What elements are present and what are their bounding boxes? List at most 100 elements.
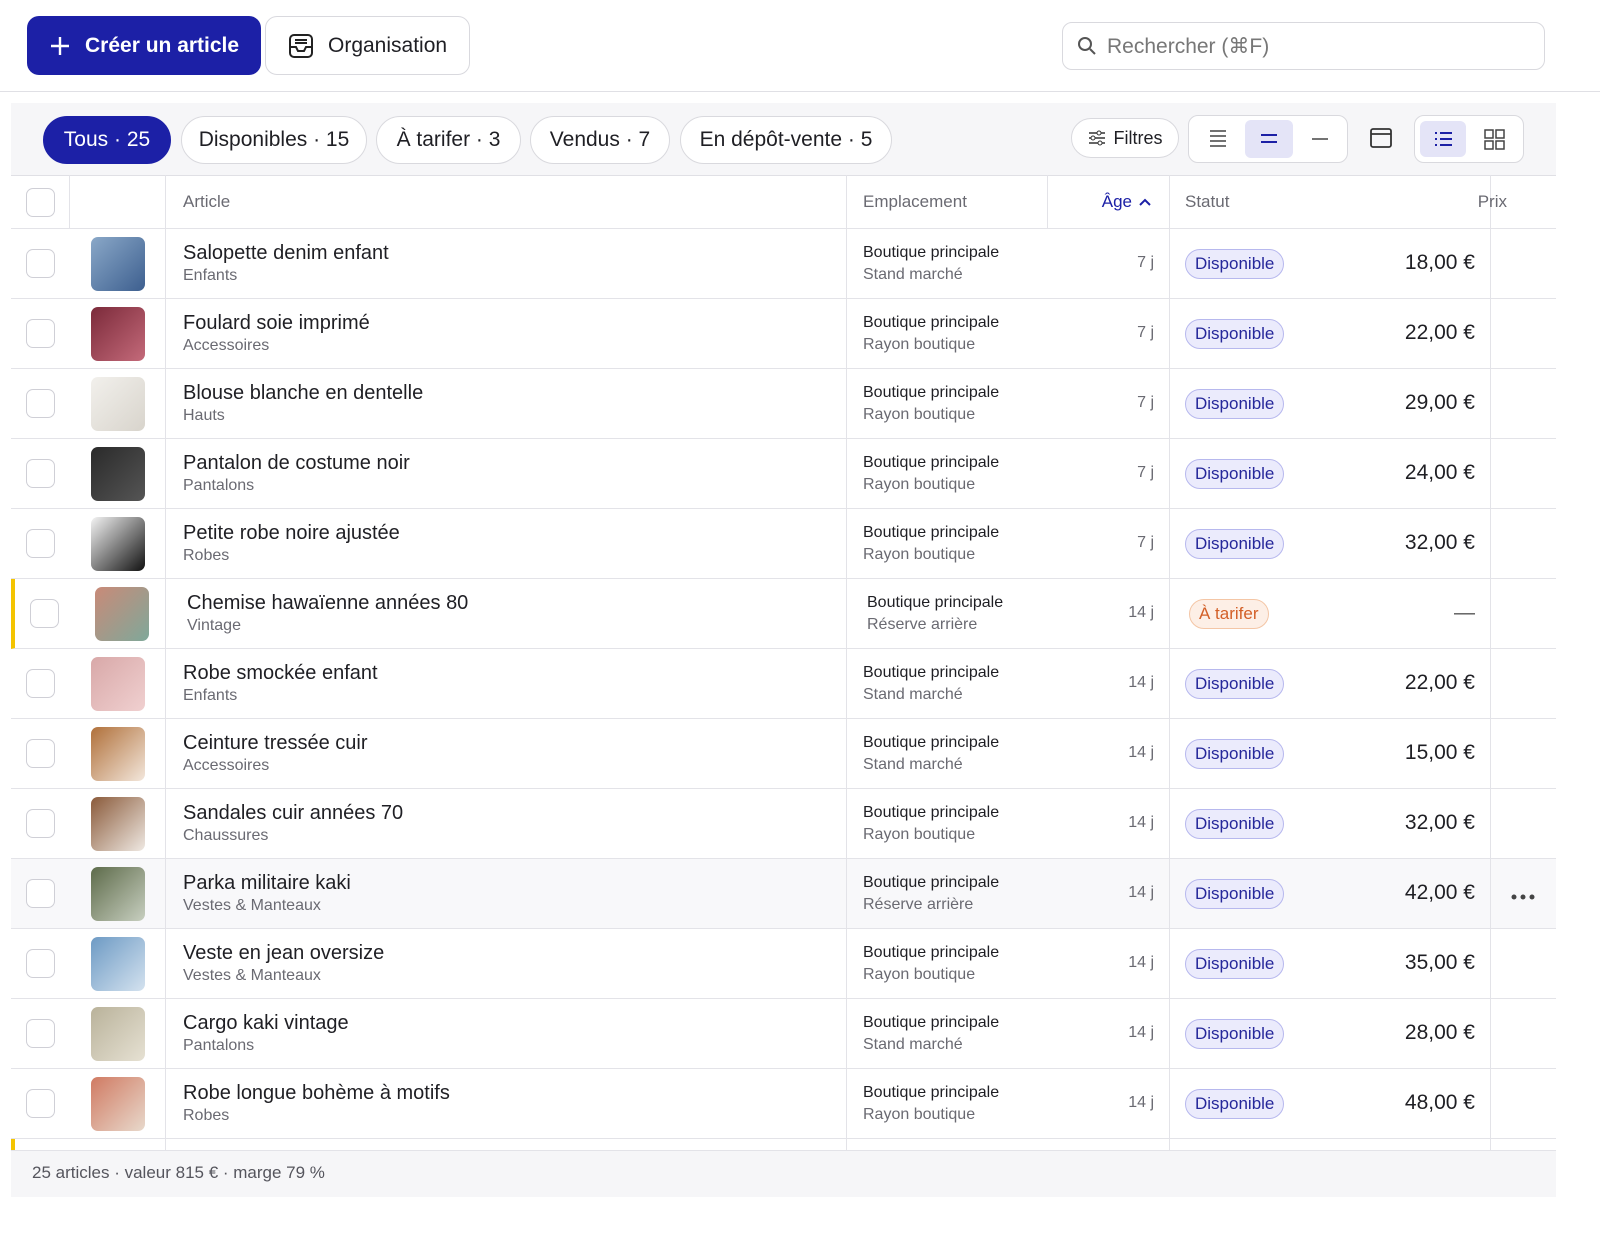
select-all-checkbox[interactable] xyxy=(26,188,55,217)
row-checkbox[interactable] xyxy=(26,1019,55,1048)
table-row[interactable]: Ceinture tressée cuir Accessoires Boutique… xyxy=(11,719,1556,789)
table-row[interactable]: Chemise hawaïenne années 80 Vintage Boutiq… xyxy=(11,579,1556,649)
table-row[interactable]: Robe smockée enfant Enfants Boutique princ… xyxy=(11,649,1556,719)
price: — xyxy=(1454,601,1475,624)
age: 7 j xyxy=(1137,324,1154,341)
item-category: Enfants xyxy=(183,687,238,704)
column-separator xyxy=(69,175,70,229)
item-category: Vestes & Manteaux xyxy=(183,967,321,984)
price: 28,00 € xyxy=(1404,1021,1475,1044)
thumbnail xyxy=(91,1007,145,1061)
table-row[interactable]: Foulard soie imprimé Accessoires Boutique … xyxy=(11,299,1556,369)
age: 14 j xyxy=(1128,954,1154,971)
search-placeholder: Rechercher (⌘F) xyxy=(1107,34,1270,58)
row-checkbox[interactable] xyxy=(26,879,55,908)
table-row[interactable]: Salopette denim enfant Enfants Boutique pr… xyxy=(11,229,1556,299)
row-checkbox[interactable] xyxy=(26,389,55,418)
sub-location: Rayon boutique xyxy=(863,966,976,983)
thumbnail xyxy=(91,797,145,851)
filter-tab[interactable]: À tarifer · 3 xyxy=(376,116,521,164)
table-row[interactable]: Pantalon de costume noir Pantalons Boutiqu… xyxy=(11,439,1556,509)
age: 14 j xyxy=(1128,1094,1154,1111)
sub-location: Rayon boutique xyxy=(863,406,976,423)
row-checkbox[interactable] xyxy=(26,319,55,348)
filter-tab[interactable]: Vendus · 7 xyxy=(530,116,670,164)
plus-icon xyxy=(51,36,69,55)
status-badge: Disponible xyxy=(1185,249,1285,279)
price: 29,00 € xyxy=(1404,391,1475,414)
thumbnail xyxy=(91,867,145,921)
density-icons xyxy=(1210,120,1328,158)
status-badge: Disponible xyxy=(1185,879,1285,909)
footer-summary: 25 articles · valeur 815 € · marge 79 % xyxy=(32,1163,325,1182)
panel-icon[interactable] xyxy=(1370,128,1392,148)
row-checkbox[interactable] xyxy=(26,459,55,488)
organize-button[interactable]: Organisation xyxy=(265,16,471,75)
filter-tab[interactable]: Tous · 25 xyxy=(43,116,171,164)
location: Boutique principale xyxy=(863,1014,1000,1031)
table-row[interactable]: Sandales cuir années 70 Chaussures Boutiqu… xyxy=(11,789,1556,859)
thumbnail xyxy=(95,587,149,641)
age: 14 j xyxy=(1128,884,1154,901)
row-checkbox[interactable] xyxy=(30,599,59,628)
table-row[interactable]: Cargo kaki vintage Pantalons Boutique prin… xyxy=(11,999,1556,1069)
row-checkbox[interactable] xyxy=(26,249,55,278)
row-checkbox[interactable] xyxy=(26,529,55,558)
column-header[interactable]: Âge xyxy=(1101,192,1132,211)
filter-tab[interactable]: En dépôt-vente · 5 xyxy=(680,116,892,164)
location: Boutique principale xyxy=(867,594,1004,611)
filters-label: Filtres xyxy=(1113,127,1163,148)
row-checkbox[interactable] xyxy=(26,1089,55,1118)
row-checkbox[interactable] xyxy=(26,809,55,838)
more-actions[interactable] xyxy=(1511,889,1535,900)
item-category: Robes xyxy=(183,1107,230,1124)
sub-location: Réserve arrière xyxy=(863,896,974,913)
thumbnail xyxy=(91,1077,145,1131)
location: Boutique principale xyxy=(863,314,1000,331)
price: 15,00 € xyxy=(1404,741,1475,764)
item-name: Robe smockée enfant xyxy=(183,662,378,684)
column-separator xyxy=(1047,175,1048,229)
price: 48,00 € xyxy=(1404,1091,1475,1114)
sub-location: Stand marché xyxy=(863,1036,963,1053)
age: 7 j xyxy=(1137,464,1154,481)
price: 32,00 € xyxy=(1404,531,1475,554)
item-category: Vintage xyxy=(187,617,241,634)
table-row[interactable]: Blouse blanche en dentelle Hauts Boutique … xyxy=(11,369,1556,439)
status-badge: Disponible xyxy=(1185,459,1285,489)
status-badge: Disponible xyxy=(1185,1019,1285,1049)
column-header: Prix xyxy=(1477,192,1507,211)
filters-icon xyxy=(1088,130,1105,146)
location: Boutique principale xyxy=(863,384,1000,401)
row-checkbox[interactable] xyxy=(26,739,55,768)
status-badge: Disponible xyxy=(1185,949,1285,979)
age: 14 j xyxy=(1128,814,1154,831)
location: Boutique principale xyxy=(863,804,1000,821)
thumbnail xyxy=(91,657,145,711)
location: Boutique principale xyxy=(863,524,1000,541)
table-row[interactable]: Robe longue bohème à motifs Robes Boutique… xyxy=(11,1069,1556,1139)
row-checkbox[interactable] xyxy=(26,949,55,978)
table-row[interactable]: Parka militaire kaki Vestes & Manteaux Bou… xyxy=(11,859,1556,929)
thumbnail xyxy=(91,377,145,431)
item-name: Salopette denim enfant xyxy=(183,242,389,264)
filters-button[interactable]: Filtres xyxy=(1071,118,1179,158)
item-name: Sandales cuir années 70 xyxy=(183,802,404,824)
status-badge: Disponible xyxy=(1185,669,1285,699)
table-row[interactable]: Veste en jean oversize Vestes & Manteaux B… xyxy=(11,929,1556,999)
create-button[interactable]: Créer un article xyxy=(27,16,262,75)
item-category: Vestes & Manteaux xyxy=(183,897,321,914)
location: Boutique principale xyxy=(863,944,1000,961)
thumbnail xyxy=(91,727,145,781)
table-row[interactable]: Petite robe noire ajustée Robes Boutique p… xyxy=(11,509,1556,579)
row-checkbox[interactable] xyxy=(26,669,55,698)
status-badge: Disponible xyxy=(1185,389,1285,419)
search-box[interactable]: Rechercher (⌘F) xyxy=(1062,22,1545,70)
filter-tab[interactable]: Disponibles · 15 xyxy=(181,116,367,164)
price: 42,00 € xyxy=(1404,881,1475,904)
status-badge: Disponible xyxy=(1185,319,1285,349)
item-category: Robes xyxy=(183,547,230,564)
price: 22,00 € xyxy=(1404,671,1475,694)
thumbnail xyxy=(91,937,145,991)
